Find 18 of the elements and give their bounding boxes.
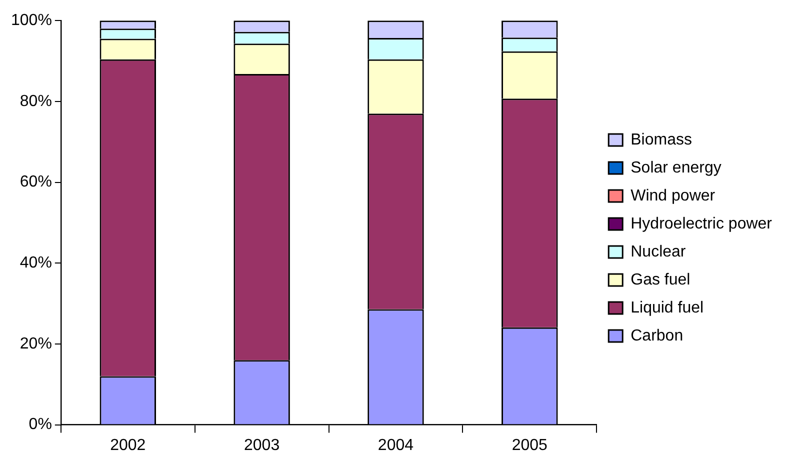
legend-label: Biomass [630,131,692,148]
y-tick-label: 100% [11,12,52,30]
legend-label: Nuclear [630,243,686,260]
x-tick-label: 2005 [512,436,548,454]
x-tick-label: 2003 [244,436,280,454]
y-tick-label: 80% [20,92,52,110]
legend-label: Hydroelectric power [630,215,773,232]
y-tick-label: 40% [20,254,52,272]
y-tick-label: 60% [20,174,52,191]
y-tick-label: 0% [28,416,52,434]
legend-label: Liquid fuel [630,299,704,316]
legend-label: Wind power [630,187,716,204]
legend-label: Carbon [630,327,684,344]
x-tick-label: 2002 [110,436,146,454]
x-tick-label: 2004 [378,436,414,454]
legend-label: Gas fuel [630,271,690,288]
y-tick-label: 20% [20,335,52,352]
legend-label: Solar energy [630,159,722,176]
